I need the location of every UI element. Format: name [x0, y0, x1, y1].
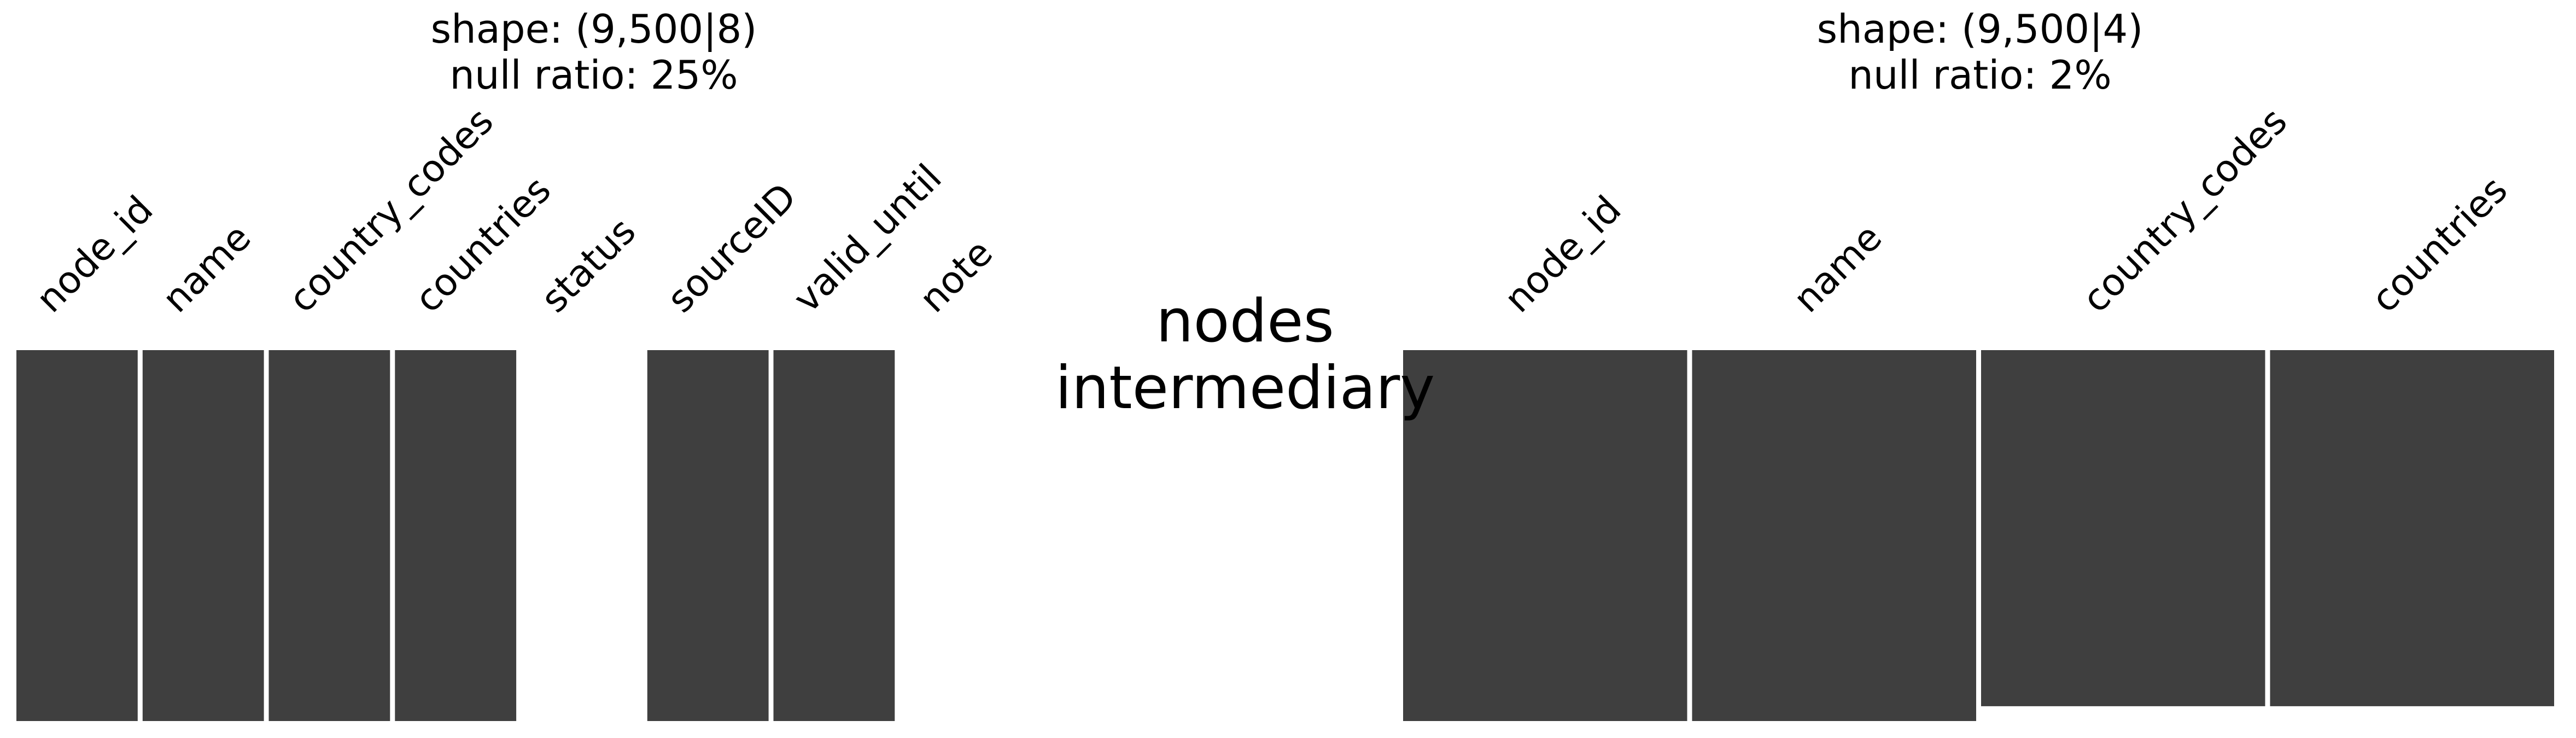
- left-column-bar-node-id: [16, 350, 138, 721]
- left-shape-label: shape: (9,500|8): [431, 6, 757, 53]
- left-matrix-columns: [16, 350, 895, 721]
- left-column-bar-countries: [395, 350, 517, 721]
- left-column-bar-name: [142, 350, 264, 721]
- left-column-bar-sourceid: [647, 350, 769, 721]
- right-column-bar-name: [1692, 350, 1976, 721]
- right-column-bar-node-id: [1403, 350, 1687, 721]
- right-column-bar-country-codes: [1981, 350, 2265, 706]
- right-column-bar-countries: [2270, 350, 2554, 706]
- right-matrix-columns: [1403, 350, 2554, 721]
- left-column-bar-valid-until: [773, 350, 895, 721]
- figure-title-line-1: nodes: [1156, 287, 1334, 356]
- left-column-bar-country-codes: [268, 350, 390, 721]
- figure-title: nodes intermediary: [1055, 287, 1435, 422]
- right-null-ratio-label: null ratio: 2%: [1848, 52, 2112, 98]
- left-null-ratio-label: null ratio: 25%: [449, 52, 738, 98]
- figure-title-line-2: intermediary: [1055, 354, 1435, 422]
- right-shape-label: shape: (9,500|4): [1817, 6, 2143, 53]
